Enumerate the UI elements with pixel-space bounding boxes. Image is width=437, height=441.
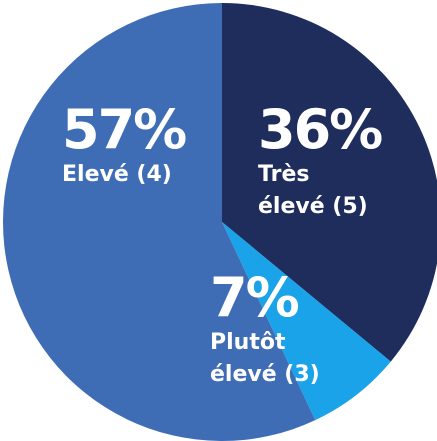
value-label: 57%	[62, 98, 187, 161]
slice-label: 36% Très élevé (5)	[258, 98, 408, 222]
category-label: Plutôt élevé (3)	[210, 329, 320, 387]
value-label: 7%	[210, 266, 300, 329]
value-label: 36%	[258, 98, 383, 161]
slice-label: 7% Plutôt élevé (3)	[210, 266, 350, 390]
slice-label: 57% Elevé (4)	[62, 98, 212, 191]
category-label: Elevé (4)	[62, 161, 172, 187]
pie-slice	[2, 3, 316, 441]
pie-slice	[222, 3, 437, 362]
pie-slice	[222, 222, 391, 421]
category-label: Très élevé (5)	[258, 161, 368, 219]
